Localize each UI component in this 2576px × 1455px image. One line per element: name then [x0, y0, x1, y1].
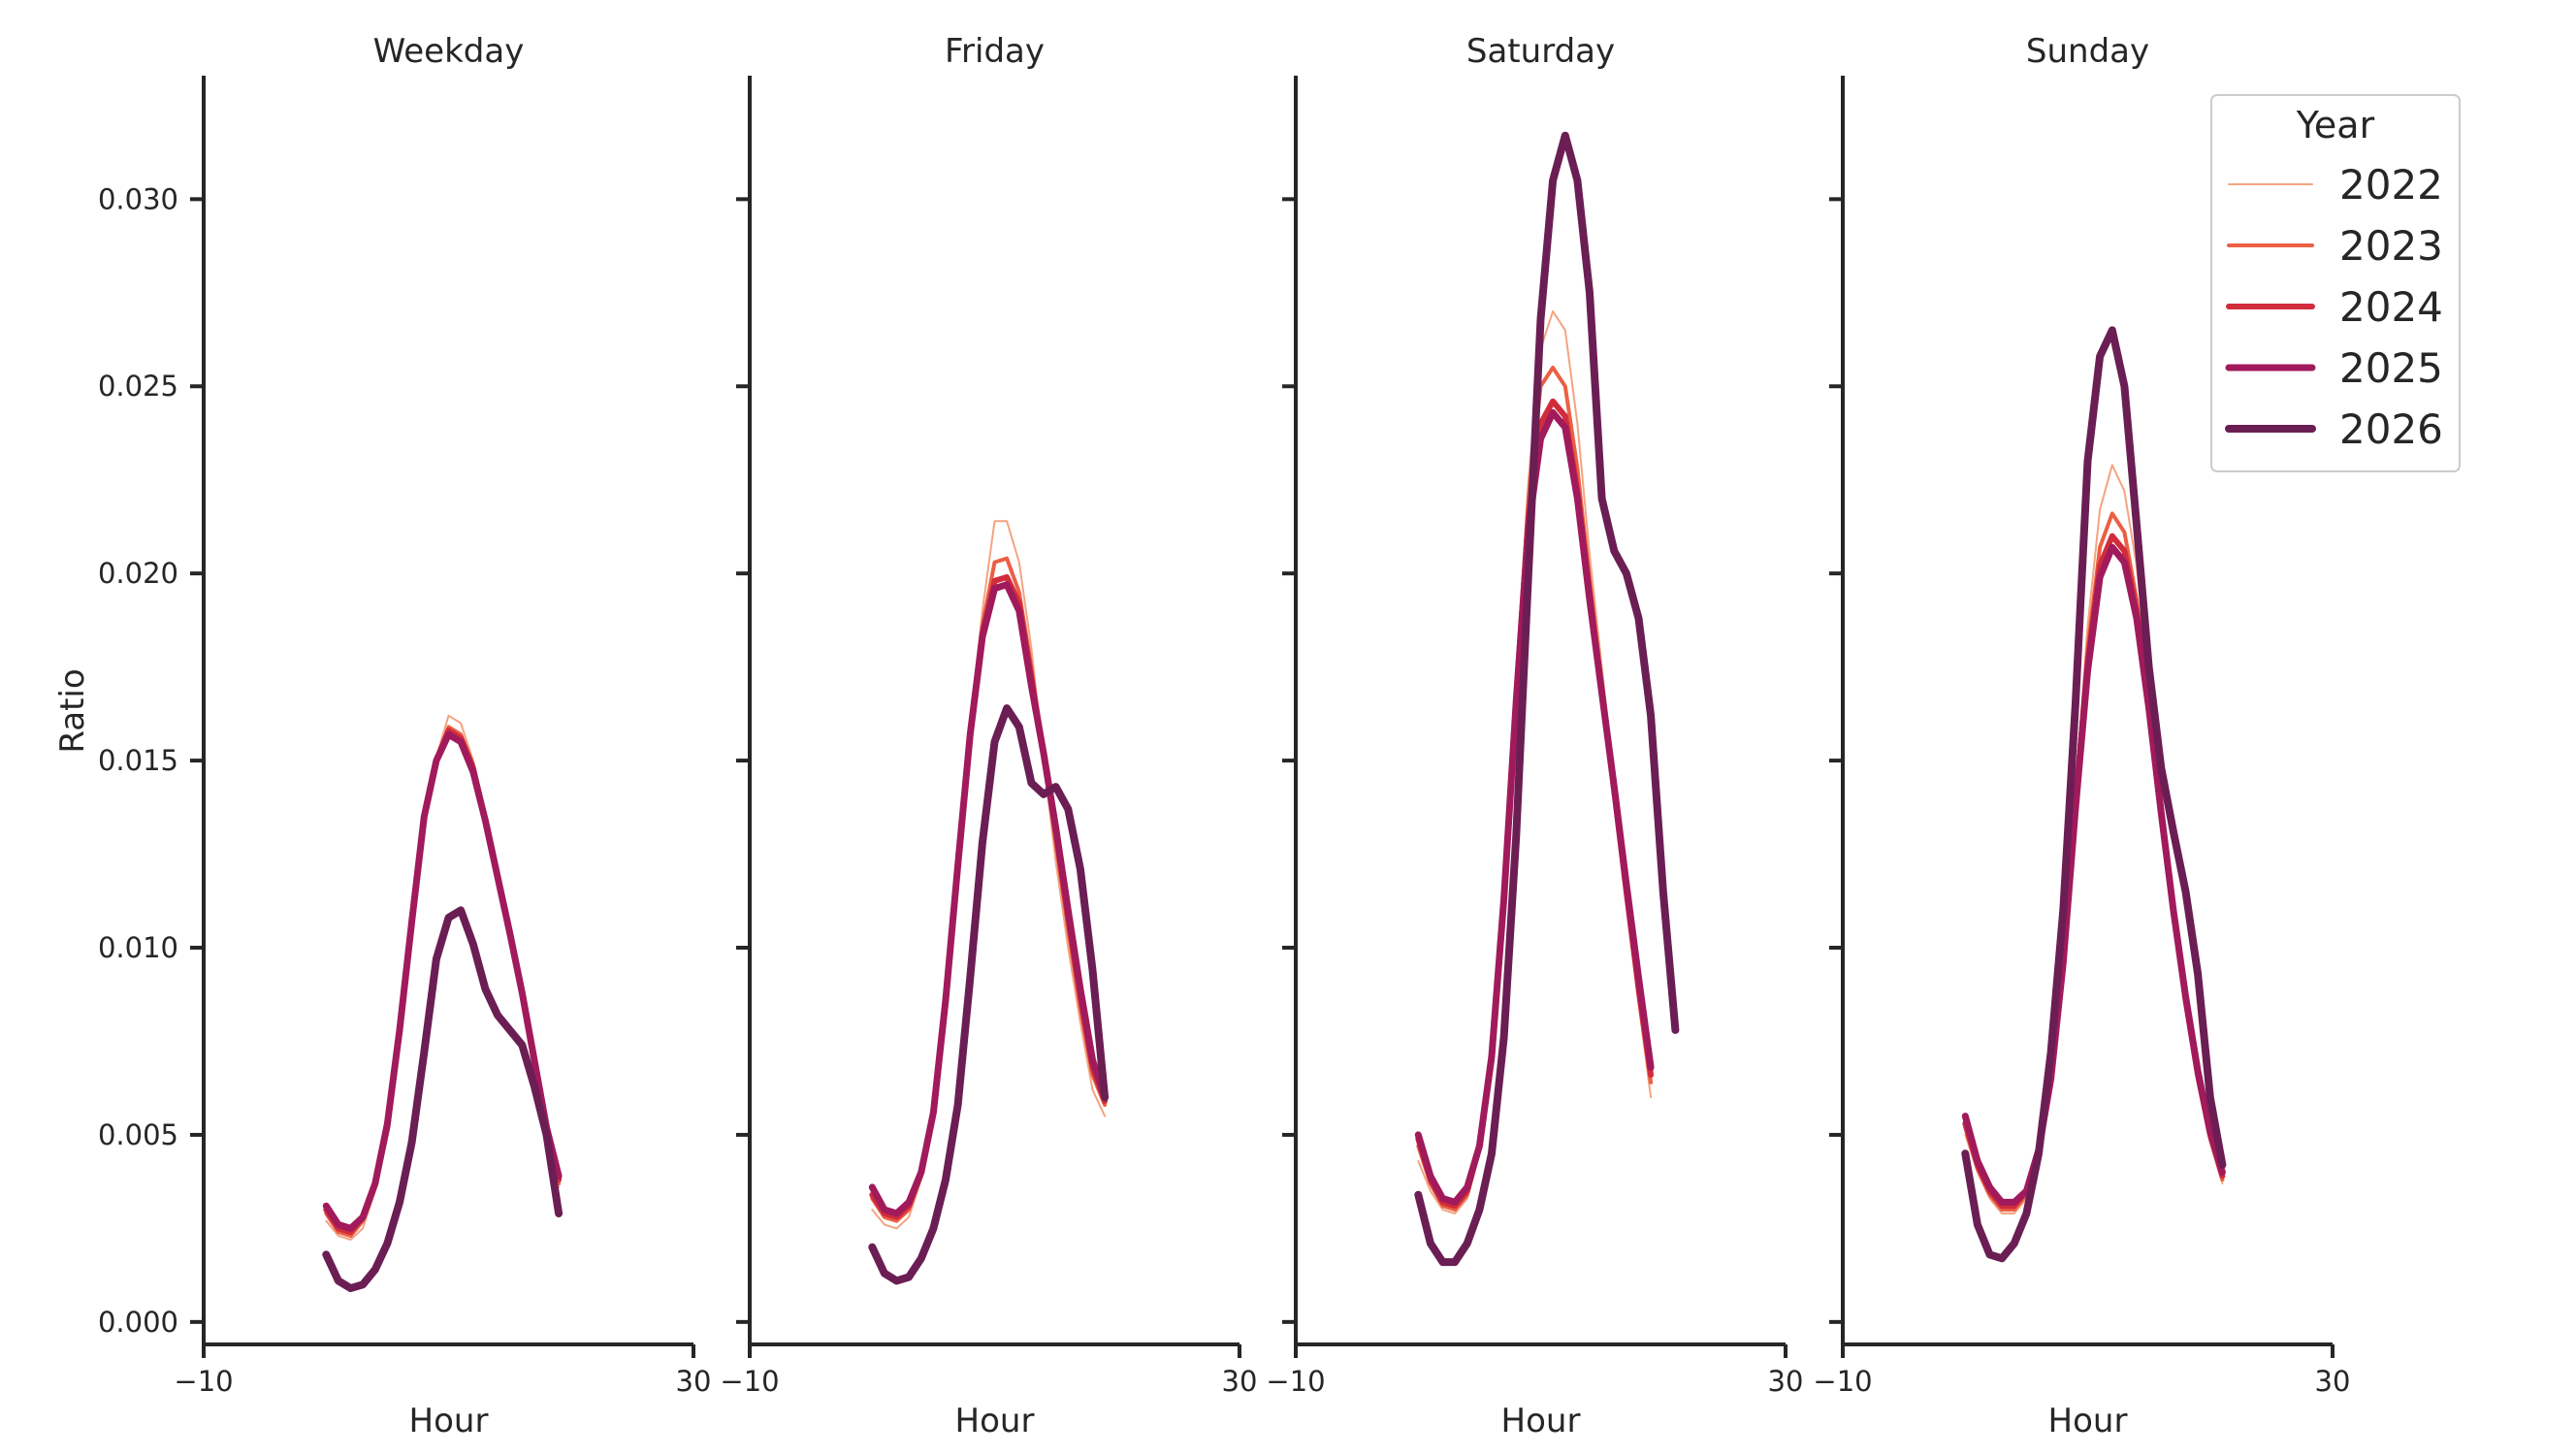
y-tick-label: 0.020	[98, 557, 178, 590]
x-axis-label: Hour	[409, 1402, 489, 1440]
legend-title: Year	[2296, 104, 2375, 146]
legend-label-2025: 2025	[2339, 344, 2443, 392]
y-tick-label: 0.025	[98, 370, 178, 403]
panel-friday: Friday −10 30 Hour	[720, 32, 1257, 1440]
panel-saturday: Saturday −10 30 Hour	[1266, 32, 1803, 1440]
series-line-2026	[1414, 131, 1680, 1267]
panel-sunday: Sunday −10 30 Hour	[1813, 32, 2350, 1440]
legend-label-2023: 2023	[2339, 222, 2443, 270]
x-axis-label: Hour	[2048, 1402, 2128, 1440]
x-tick-label: 30	[676, 1365, 712, 1398]
y-tick-label: 0.010	[98, 931, 178, 964]
y-tick-label: 0.005	[98, 1118, 178, 1151]
legend-label-2026: 2026	[2339, 405, 2443, 453]
x-tick-label: 30	[1768, 1365, 1804, 1398]
panel-title: Weekday	[373, 32, 525, 71]
x-tick-label: −10	[1266, 1365, 1325, 1398]
x-axis-label: Hour	[955, 1402, 1035, 1440]
legend: Year 2022 2023 2024 2025 2026	[2210, 94, 2461, 472]
y-tick-label: 0.000	[98, 1306, 178, 1339]
legend-frame	[2210, 94, 2461, 472]
x-tick-label: −10	[1813, 1365, 1872, 1398]
panel-title: Saturday	[1466, 32, 1615, 71]
series-line-2022	[871, 520, 1107, 1230]
x-tick-label: 30	[2315, 1365, 2351, 1398]
y-tick-label: 0.015	[98, 744, 178, 777]
series-line-2025	[1961, 543, 2226, 1206]
series-line-2026	[868, 704, 1110, 1285]
series-line-2026	[1961, 326, 2227, 1263]
series-line-2025	[868, 581, 1109, 1217]
legend-label-2022: 2022	[2339, 161, 2443, 209]
legend-label-2024: 2024	[2339, 283, 2443, 331]
x-tick-label: 30	[1222, 1365, 1258, 1398]
series-line-2025	[322, 730, 563, 1232]
panel-title: Sunday	[2026, 32, 2149, 71]
series-line-2026	[322, 906, 564, 1293]
y-axis-label: Ratio	[53, 668, 92, 753]
x-axis-label: Hour	[1501, 1402, 1581, 1440]
x-tick-label: −10	[174, 1365, 233, 1398]
panel-title: Friday	[945, 32, 1045, 71]
x-tick-label: −10	[720, 1365, 779, 1398]
y-tick-label: 0.030	[98, 182, 178, 215]
chart-panels: Weekday 0.000 0.005 0.010 0.015 0.020 0.025 0.0…	[98, 32, 2350, 1440]
panel-weekday: Weekday 0.000 0.005 0.010 0.015 0.020 0.025 0.0…	[98, 32, 711, 1440]
